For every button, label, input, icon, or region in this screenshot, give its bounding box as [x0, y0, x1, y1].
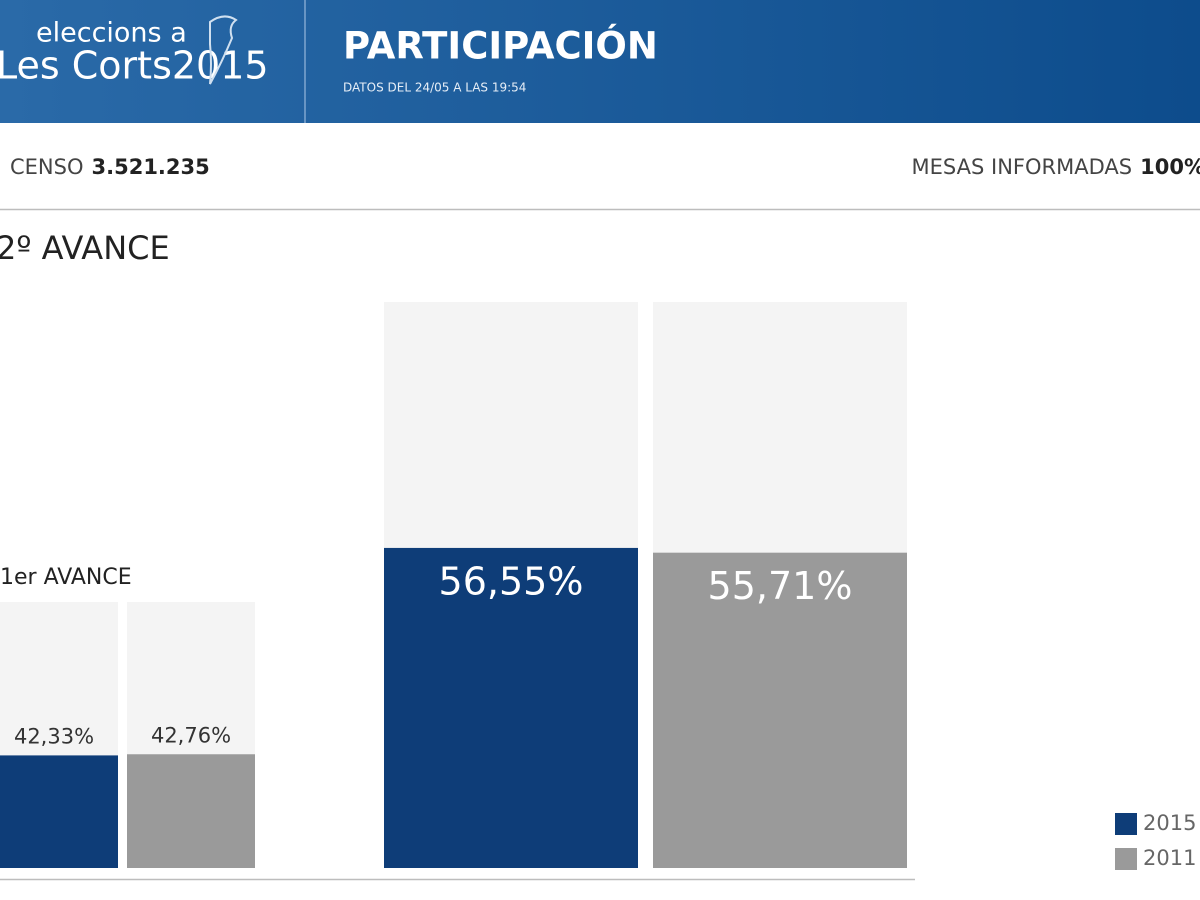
category-label: 2º AVANCE: [0, 229, 170, 267]
value-label: 42,76%: [151, 723, 231, 747]
header-title: PARTICIPACIÓN: [343, 24, 658, 68]
category-label: 1er AVANCE: [0, 565, 132, 590]
bar: [0, 755, 118, 868]
logo-line2: Les Corts2015: [0, 44, 269, 88]
tables-value: 100%: [1140, 155, 1200, 179]
value-label: 55,71%: [708, 564, 853, 608]
legend-swatch: [1115, 848, 1137, 870]
legend-label: 2011: [1143, 846, 1196, 870]
bar: [127, 754, 255, 868]
legend-swatch: [1115, 813, 1137, 835]
census-label: CENSO: [10, 155, 84, 179]
census: CENSO 3.521.235: [10, 155, 210, 179]
header-bg: [0, 0, 1200, 123]
legend-label: 2015: [1143, 811, 1196, 835]
logo-line1: eleccions a: [36, 18, 187, 49]
value-label: 56,55%: [439, 559, 584, 603]
bar: [384, 547, 638, 868]
header-subtitle: DATOS DEL 24/05 A LAS 19:54: [343, 81, 526, 95]
logo-icon: [209, 15, 238, 85]
bar: [653, 552, 907, 868]
census-value: 3.521.235: [92, 155, 210, 179]
tables: MESAS INFORMADAS 100%: [912, 155, 1200, 179]
value-label: 42,33%: [14, 724, 94, 748]
tables-label: MESAS INFORMADAS: [912, 155, 1133, 179]
